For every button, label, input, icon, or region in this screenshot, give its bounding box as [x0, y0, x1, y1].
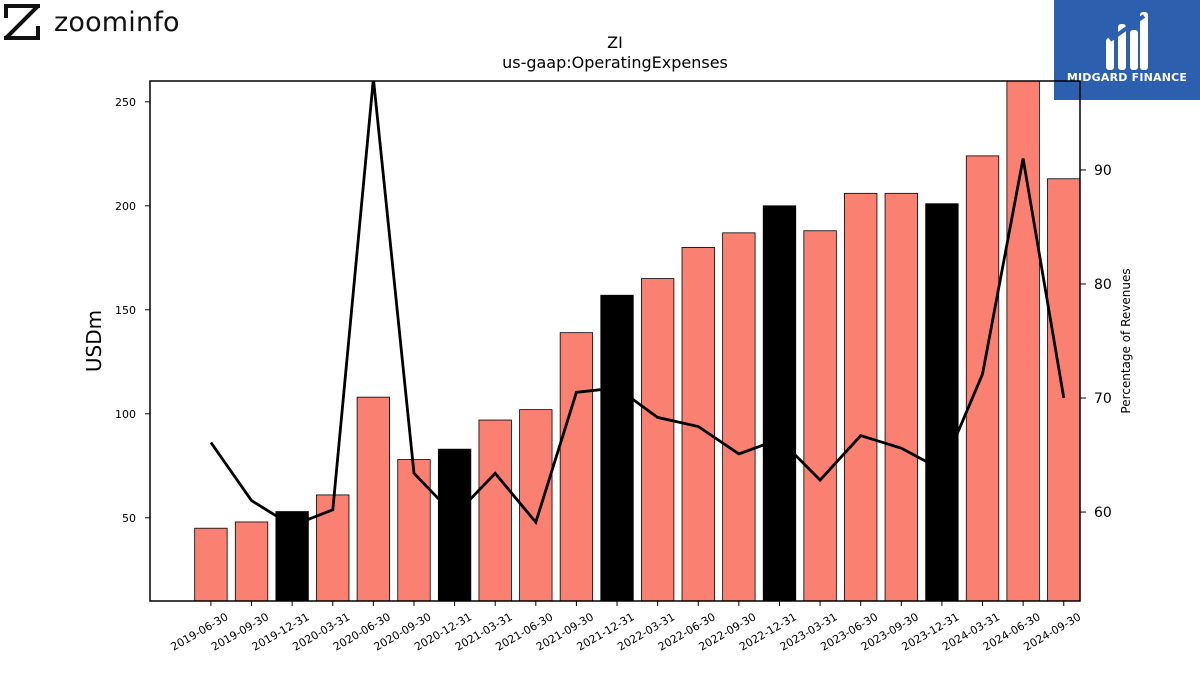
bar-2020-06-30: [356, 396, 391, 602]
percentage-line: [209, 81, 1066, 528]
bar-2021-09-30: [559, 332, 594, 602]
bar-2019-09-30: [234, 521, 269, 602]
midgard-mark-icon: [1106, 12, 1148, 70]
zoominfo-mark-icon: [4, 4, 40, 40]
bar-2019-06-30: [194, 527, 228, 602]
y2-axis-label: Percentage of Revenues: [1119, 268, 1133, 413]
bar-2020-12-31: [437, 448, 472, 602]
y2-tick-label: 60: [1094, 505, 1112, 521]
y-tick-label: 150: [115, 304, 136, 317]
bar-2023-12-31: [925, 203, 959, 602]
midgard-finance-wordmark: MIDGARD FINANCE: [1066, 71, 1188, 84]
midgard-finance-logo: MIDGARD FINANCE: [1054, 0, 1200, 100]
y2-tick-label: 80: [1094, 277, 1112, 293]
bar-2024-03-31: [965, 155, 1000, 602]
plot-area: 50100150200250607080902019-06-302019-09-…: [115, 80, 1112, 654]
zoominfo-logo: zoominfo: [4, 4, 180, 40]
bar-2024-06-30: [1006, 80, 1040, 602]
chart-title: ZI: [607, 33, 623, 52]
bar-2023-06-30: [844, 192, 878, 602]
bar-2021-03-31: [478, 419, 512, 602]
bar-2020-09-30: [397, 459, 431, 602]
bar-2022-12-31: [762, 205, 797, 602]
bar-2021-12-31: [600, 294, 634, 602]
y2-tick-label: 70: [1094, 391, 1112, 407]
bar-2022-03-31: [640, 278, 675, 602]
y-tick-label: 100: [115, 408, 136, 421]
y-tick-label: 200: [115, 200, 136, 213]
bar-2023-03-31: [803, 230, 837, 602]
y-axis-label: USDm: [82, 310, 106, 372]
zoominfo-wordmark: zoominfo: [54, 6, 180, 38]
bar-2023-09-30: [884, 192, 918, 602]
bar-2021-06-30: [519, 409, 553, 602]
y-tick-label: 50: [122, 512, 136, 525]
bar-2022-09-30: [722, 232, 756, 602]
plot-frame: [149, 80, 1081, 602]
chart-subtitle: us-gaap:OperatingExpenses: [502, 53, 728, 72]
y2-tick-label: 90: [1094, 163, 1112, 179]
y-tick-label: 250: [115, 96, 136, 109]
